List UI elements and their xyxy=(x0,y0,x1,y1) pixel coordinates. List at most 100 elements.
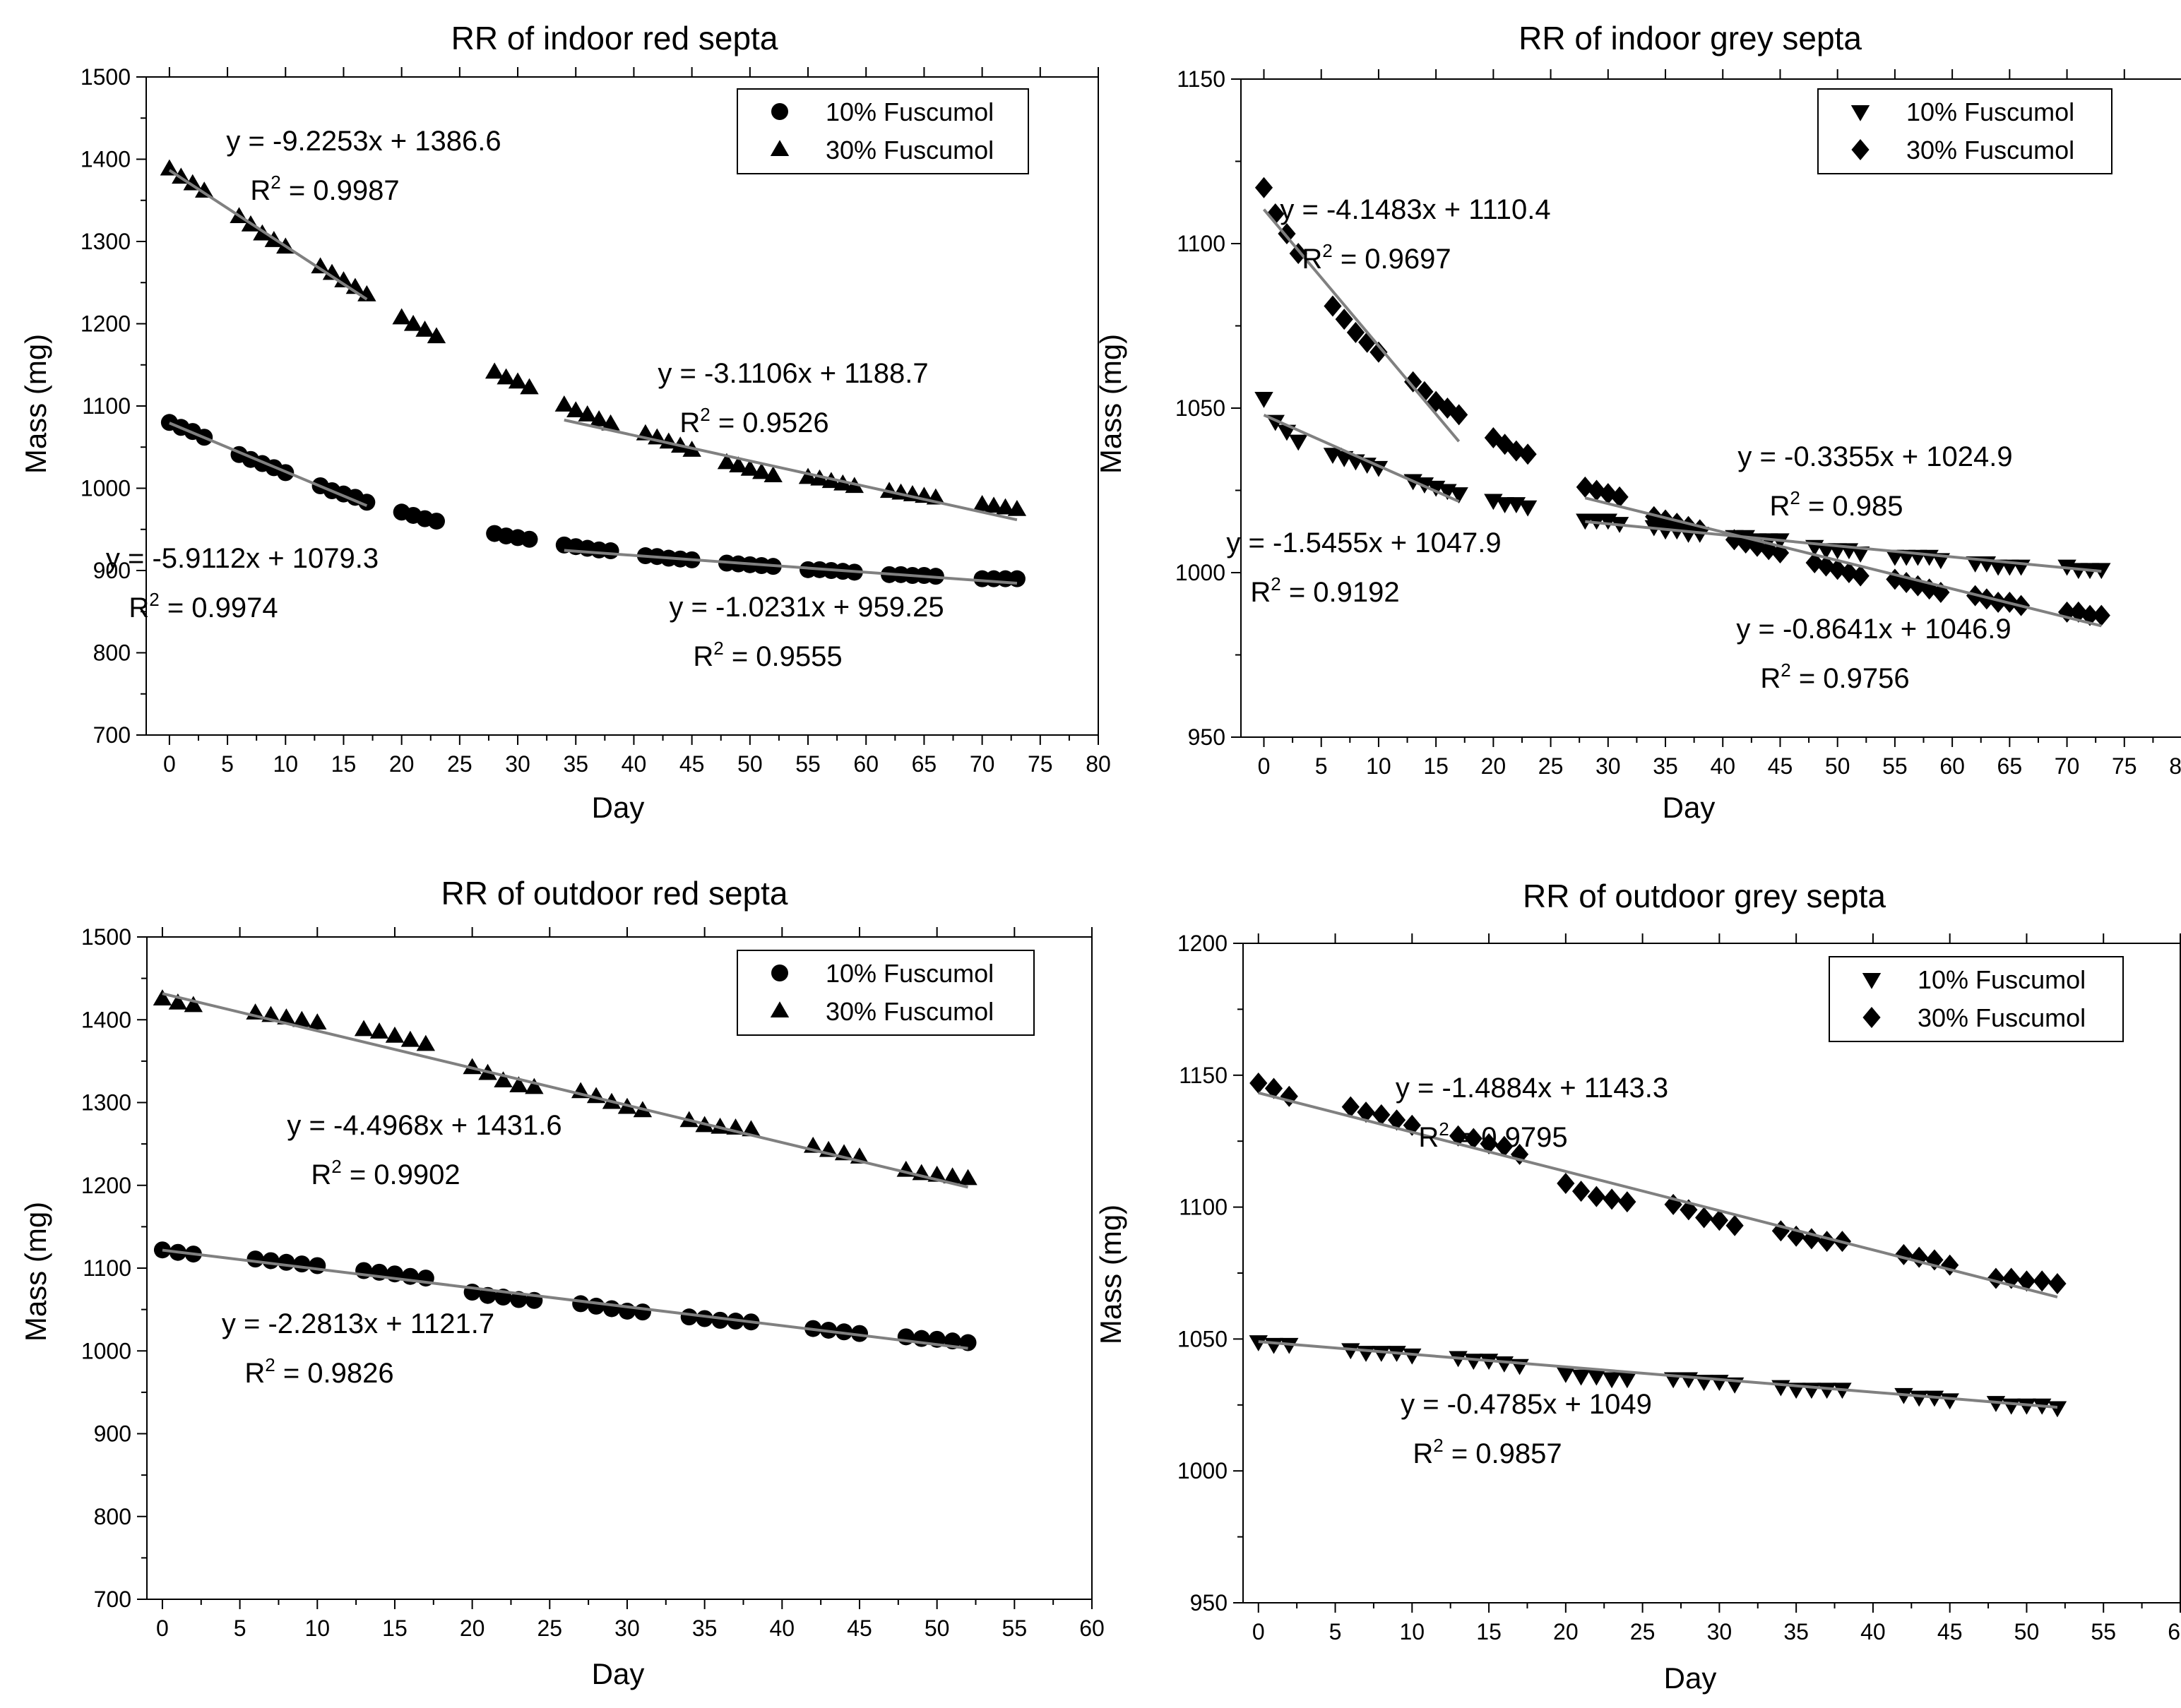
plot-frame xyxy=(1240,78,2181,738)
data-point xyxy=(566,401,586,417)
data-point xyxy=(850,1325,868,1342)
trendline-r-squared: R2 = 0.9697 xyxy=(1302,240,1451,275)
y-tick-label: 1500 xyxy=(81,64,131,90)
data-point xyxy=(1556,1366,1576,1383)
trendline xyxy=(162,1248,968,1350)
data-point xyxy=(1280,1085,1298,1107)
legend-label: 30% Fuscumol xyxy=(826,136,994,165)
data-point xyxy=(358,494,376,511)
data-point xyxy=(1341,1096,1360,1118)
data-point xyxy=(1610,486,1629,508)
data-point xyxy=(1449,487,1468,503)
data-point xyxy=(634,1303,651,1321)
trendline xyxy=(564,418,1018,522)
chart-panel-outdoor-red: RR of outdoor red septa Day Mass (mg) 0 5… xyxy=(0,854,1105,1708)
trendline-equation: y = -3.1106x + 1188.7 xyxy=(658,358,928,389)
trendline-r-squared: R2 = 0.9756 xyxy=(1760,659,1909,694)
data-point xyxy=(680,1308,698,1326)
trendline-r-squared: R2 = 0.9902 xyxy=(311,1156,460,1190)
legend-marker xyxy=(1862,973,1882,989)
x-axis-label: Day xyxy=(1663,791,1716,824)
data-point xyxy=(322,263,342,280)
legend-marker xyxy=(1850,105,1870,121)
trendline-r-squared: R2 = 0.9526 xyxy=(679,404,828,438)
data-point xyxy=(1369,341,1388,363)
y-axis-label: Mass (mg) xyxy=(1094,334,1127,474)
y-tick-label: 700 xyxy=(93,722,131,748)
data-point xyxy=(1356,1346,1376,1362)
trendline-equation: y = -2.2813x + 1121.7 xyxy=(222,1308,494,1339)
data-point xyxy=(1602,1372,1622,1389)
legend: 10% Fuscumol 30% Fuscumol xyxy=(737,950,1035,1036)
data-point xyxy=(1249,1073,1268,1094)
y-tick-label: 900 xyxy=(94,1421,131,1447)
data-point xyxy=(1280,1337,1299,1354)
x-tick-label: 15 xyxy=(382,1616,408,1641)
data-point xyxy=(416,1034,436,1051)
data-point xyxy=(2092,604,2110,626)
legend-label: 30% Fuscumol xyxy=(1906,136,2074,165)
data-point xyxy=(1617,1372,1637,1389)
chart-title: RR of indoor red septa xyxy=(451,20,778,56)
x-tick-label: 30 xyxy=(614,1616,640,1641)
y-axis-label: Mass (mg) xyxy=(1094,1205,1127,1344)
data-point xyxy=(1008,570,1026,587)
data-point xyxy=(717,453,737,470)
y-tick-label: 1200 xyxy=(81,311,131,337)
data-point xyxy=(1277,424,1297,441)
data-point xyxy=(1289,434,1308,451)
data-point xyxy=(742,1120,761,1137)
x-tick-label: 20 xyxy=(1553,1619,1579,1644)
x-tick-label: 55 xyxy=(1002,1616,1028,1641)
legend-box xyxy=(737,950,1035,1036)
x-tick-label: 30 xyxy=(505,751,530,777)
data-point xyxy=(160,159,179,176)
x-tick-label: 0 xyxy=(163,751,176,777)
data-point xyxy=(508,372,528,389)
trendline-r-squared: R2 = 0.9826 xyxy=(244,1354,393,1389)
x-tick-label: 65 xyxy=(1997,753,2023,779)
data-point xyxy=(943,1167,962,1184)
x-tick-label: 5 xyxy=(1329,1619,1342,1644)
data-point xyxy=(1449,1125,1468,1147)
data-point xyxy=(1289,242,1307,264)
data-point xyxy=(1725,1214,1744,1236)
x-tick-label: 40 xyxy=(622,751,647,777)
data-point xyxy=(1264,1337,1283,1354)
x-tick-label: 55 xyxy=(795,751,821,777)
data-point xyxy=(1403,1348,1422,1365)
y-tick-label: 1100 xyxy=(82,393,131,419)
y-axis-label: Mass (mg) xyxy=(19,334,52,474)
data-point xyxy=(1695,1207,1713,1229)
x-tick-label: 0 xyxy=(1258,753,1271,779)
data-point xyxy=(729,456,748,473)
data-point xyxy=(1341,1343,1360,1360)
trendline-equation: y = -1.0231x + 959.25 xyxy=(669,592,944,623)
data-point xyxy=(1335,309,1353,330)
y-tick-label: 1200 xyxy=(81,1173,131,1198)
x-tick-label: 60 xyxy=(2168,1619,2181,1644)
data-point xyxy=(494,1071,513,1088)
data-point xyxy=(1817,1382,1836,1399)
legend: 10% Fuscumol 30% Fuscumol xyxy=(1817,88,2112,174)
data-point xyxy=(798,467,818,484)
data-point xyxy=(427,513,445,530)
legend-marker xyxy=(771,965,788,981)
trendline xyxy=(1258,1340,2058,1409)
y-tick-label: 950 xyxy=(1190,1590,1228,1616)
data-point xyxy=(392,308,411,325)
data-point xyxy=(183,174,202,191)
chart-svg-outdoor-red: RR of outdoor red septa Day Mass (mg) 0 5… xyxy=(19,875,1105,1690)
y-tick-label: 1000 xyxy=(1175,560,1225,585)
x-tick-label: 50 xyxy=(2014,1619,2040,1644)
x-tick-label: 10 xyxy=(304,1616,330,1641)
data-point xyxy=(752,462,771,479)
data-point xyxy=(1494,1356,1514,1373)
data-point xyxy=(168,993,188,1010)
plot-frame xyxy=(1242,943,2181,1604)
trendline xyxy=(1262,208,1461,443)
x-tick-label: 50 xyxy=(925,1616,950,1641)
data-point xyxy=(2002,1398,2021,1415)
x-tick-label: 15 xyxy=(331,751,357,777)
data-point xyxy=(1464,1354,1483,1370)
